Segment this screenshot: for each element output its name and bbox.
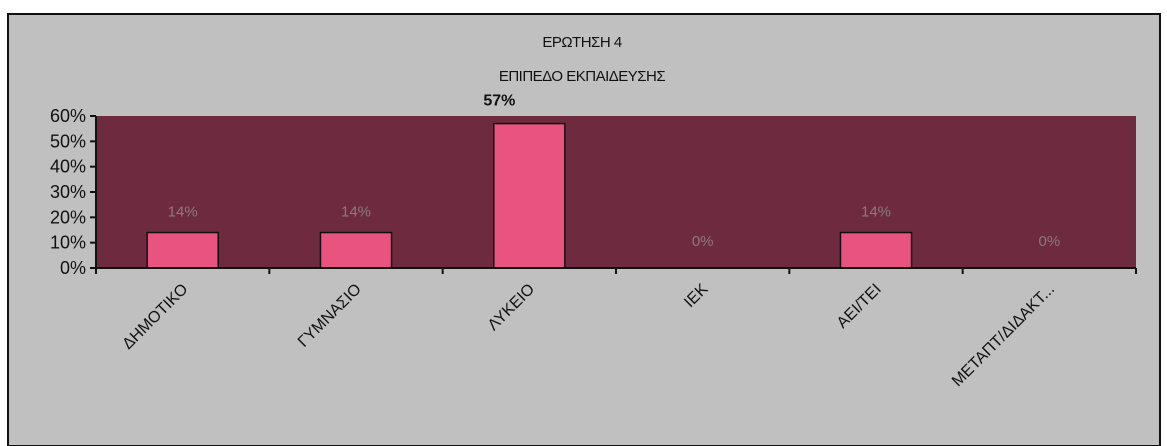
y-tick-label: 60% — [50, 106, 86, 126]
bar — [146, 231, 219, 269]
data-label: 57% — [483, 93, 515, 110]
y-tick-label: 20% — [50, 207, 86, 227]
data-label: 14% — [341, 204, 371, 221]
bar — [493, 122, 566, 269]
y-axis: 0% 10% 20% 30% 40% 50% 60% — [50, 106, 97, 278]
data-label: 0% — [692, 233, 714, 250]
data-label: 0% — [1038, 233, 1060, 250]
bar — [319, 231, 393, 269]
y-tick-label: 40% — [50, 157, 86, 177]
plot-area — [96, 116, 1136, 268]
y-tick-label: 0% — [60, 258, 86, 278]
y-tick-label: 50% — [50, 131, 86, 151]
y-tick-label: 10% — [50, 233, 86, 253]
data-label: 14% — [168, 204, 198, 221]
chart-title: ΕΡΩΤΗΣΗ 4 — [542, 34, 621, 51]
chart-subtitle: ΕΠΙΠΕΔΟ ΕΚΠΑΙΔΕΥΣΗΣ — [499, 68, 666, 85]
bar — [839, 231, 913, 269]
bars-group: 14% 14% 57% 0% 14% 0% — [146, 93, 1060, 269]
data-label: 14% — [861, 204, 891, 221]
y-tick-label: 30% — [50, 182, 86, 202]
